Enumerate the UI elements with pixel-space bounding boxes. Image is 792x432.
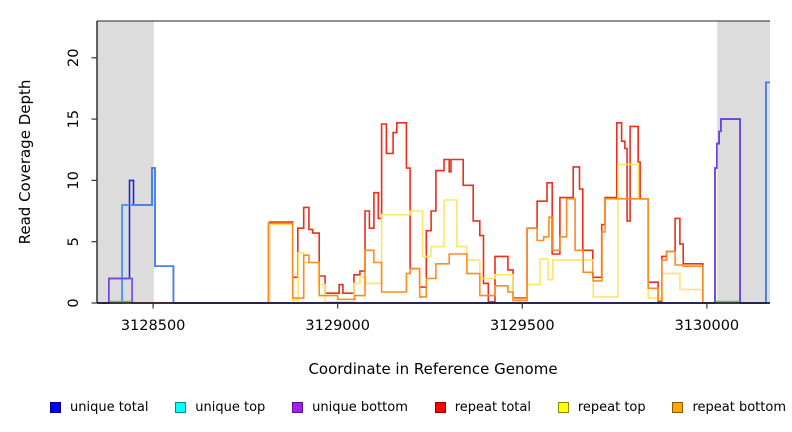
legend-swatch-icon [175,402,187,413]
legend-swatch-icon [50,402,61,413]
series-lines [97,81,770,304]
legend-label: unique total [70,400,149,415]
legend-item-unique-bottom: unique bottom [292,400,408,415]
x-tick-label: 3130000 [675,318,740,334]
x-tick-label: 3129500 [490,318,555,334]
y-tick-label: 0 [66,298,82,307]
series-line-unique-bottom [97,118,770,304]
series-line-repeat-bottom [97,198,770,304]
left-gray-region [97,21,154,303]
legend-label: unique top [195,400,266,415]
legend-item-unique-total: unique total [50,400,148,415]
axes: 3128500 3129000 3129500 3130000 0 5 10 15 20 [66,20,770,334]
right-gray-region [717,21,770,303]
series-line-repeat-total [97,122,770,304]
y-axis-title: Read Coverage Depth [16,80,34,245]
legend-label: repeat bottom [692,400,786,415]
y-tick-label: 20 [66,49,82,67]
legend: unique total unique top unique bottom repea… [0,396,792,415]
x-tick-label: 3128500 [121,318,186,334]
coverage-plot: 3128500 3129000 3129500 3130000 0 5 10 15 20 Coo… [16,20,770,378]
legend-item-repeat-bottom: repeat bottom [672,400,786,415]
series-line-repeat-top [97,163,770,304]
x-tick-label: 3129000 [305,318,370,334]
x-axis-title: Coordinate in Reference Genome [308,360,557,378]
shaded-regions [97,21,770,303]
y-tick-label: 5 [66,237,82,246]
legend-swatch-icon [557,402,569,413]
legend-label: repeat top [577,400,646,415]
legend-item-repeat-top: repeat top [557,400,646,415]
series-line-unique-top [97,81,770,304]
y-tick-label: 15 [66,110,82,128]
legend-item-repeat-total: repeat total [434,400,531,415]
legend-label: repeat total [454,400,531,415]
legend-swatch-icon [292,402,304,413]
legend-swatch-icon [672,402,684,413]
legend-item-unique-top: unique top [175,400,265,415]
legend-swatch-icon [434,402,446,413]
legend-label: unique bottom [312,400,408,415]
series-line-unique-total [97,81,770,304]
y-tick-label: 10 [66,171,82,189]
